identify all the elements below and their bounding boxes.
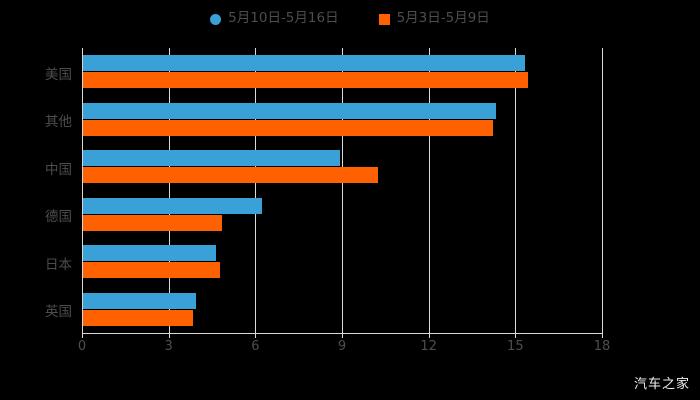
x-tick-label-15: 15 <box>507 339 524 354</box>
x-tick-9 <box>342 333 343 338</box>
x-tick-label-12: 12 <box>420 339 437 354</box>
x-tick-label-0: 0 <box>77 339 87 354</box>
y-axis-label-美国: 美国 <box>45 66 72 83</box>
legend-label-series-2: 5月3日-5月9日 <box>396 10 490 27</box>
gridline-x-3 <box>168 48 170 333</box>
legend-item-series-2[interactable]: 5月3日-5月9日 <box>378 10 490 27</box>
y-axis-label-德国: 德国 <box>45 209 72 226</box>
bar-日本-series-1[interactable] <box>83 245 216 262</box>
x-tick-6 <box>255 333 257 338</box>
bar-其他-series-2[interactable] <box>83 119 494 136</box>
bar-日本-series-2[interactable] <box>83 262 221 279</box>
bar-其他-series-1[interactable] <box>83 102 497 119</box>
bar-中国-series-1[interactable] <box>83 150 341 167</box>
y-axis-line <box>82 48 83 333</box>
y-axis-label-中国: 中国 <box>45 161 72 178</box>
watermark: 汽车之家 <box>633 377 690 392</box>
bar-德国-series-2[interactable] <box>83 214 222 231</box>
plot-area <box>82 48 603 333</box>
bar-英国-series-2[interactable] <box>83 309 193 326</box>
x-tick-15 <box>515 333 517 338</box>
legend-marker-icon-series-2 <box>378 13 390 25</box>
y-axis-label-日本: 日本 <box>45 256 72 273</box>
legend-marker-icon-series-1 <box>210 13 222 25</box>
x-tick-0 <box>82 333 83 338</box>
chart-legend: 5月10日-5月16日 5月3日-5月9日 <box>0 8 700 30</box>
bar-英国-series-1[interactable] <box>83 292 196 309</box>
x-tick-3 <box>168 333 170 338</box>
legend-item-series-1[interactable]: 5月10日-5月16日 <box>210 10 339 27</box>
gridline-x-15 <box>515 48 517 333</box>
legend-label-series-1: 5月10日-5月16日 <box>228 10 339 27</box>
bar-美国-series-2[interactable] <box>83 72 528 89</box>
x-tick-18 <box>602 333 603 338</box>
bar-德国-series-1[interactable] <box>83 197 263 214</box>
x-tick-label-3: 3 <box>164 339 173 354</box>
bar-美国-series-1[interactable] <box>83 55 525 72</box>
gridline-x-9 <box>342 48 343 333</box>
gridline-x-12 <box>428 48 430 333</box>
gridline-x-18 <box>602 48 603 333</box>
x-tick-label-9: 9 <box>337 339 347 354</box>
x-tick-12 <box>428 333 430 338</box>
y-axis-label-英国: 英国 <box>45 304 72 321</box>
gridline-x-6 <box>255 48 257 333</box>
x-tick-label-6: 6 <box>251 339 260 354</box>
bar-中国-series-2[interactable] <box>83 167 378 184</box>
y-axis-label-其他: 其他 <box>45 114 72 131</box>
x-tick-label-18: 18 <box>593 339 611 354</box>
